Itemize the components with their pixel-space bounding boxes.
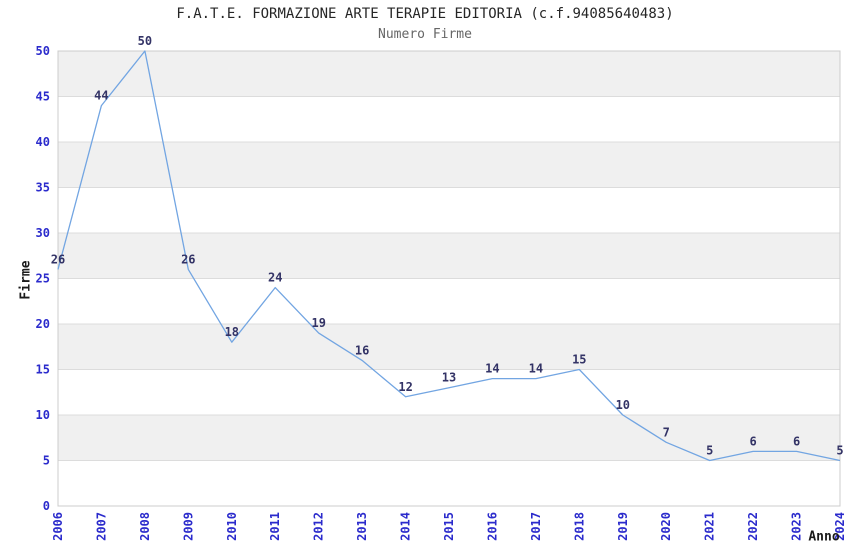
x-tick-label: 2021 bbox=[703, 512, 717, 541]
value-label: 6 bbox=[793, 434, 800, 448]
value-label: 18 bbox=[225, 325, 239, 339]
x-tick-label: 2010 bbox=[225, 512, 239, 541]
y-tick-label: 45 bbox=[36, 90, 50, 104]
value-label: 5 bbox=[706, 444, 713, 458]
value-label: 14 bbox=[529, 362, 543, 376]
y-tick-label: 25 bbox=[36, 272, 50, 286]
y-tick-label: 0 bbox=[43, 499, 50, 513]
x-tick-label: 2007 bbox=[94, 512, 108, 541]
y-tick-label: 5 bbox=[43, 454, 50, 468]
y-tick-label: 20 bbox=[36, 317, 50, 331]
value-label: 13 bbox=[442, 371, 456, 385]
y-tick-label: 35 bbox=[36, 181, 50, 195]
x-tick-label: 2009 bbox=[181, 512, 195, 541]
value-label: 10 bbox=[616, 398, 630, 412]
value-label: 14 bbox=[485, 362, 499, 376]
value-label: 26 bbox=[51, 252, 65, 266]
band bbox=[58, 324, 840, 370]
x-tick-label: 2006 bbox=[51, 512, 65, 541]
value-label: 12 bbox=[398, 380, 412, 394]
x-tick-label: 2018 bbox=[572, 512, 586, 541]
x-axis-title: Anno bbox=[808, 529, 840, 545]
band bbox=[58, 142, 840, 188]
x-tick-label: 2008 bbox=[138, 512, 152, 541]
chart-title: F.A.T.E. FORMAZIONE ARTE TERAPIE EDITORI… bbox=[176, 6, 674, 22]
value-label: 7 bbox=[663, 425, 670, 439]
y-tick-label: 15 bbox=[36, 363, 50, 377]
y-tick-label: 40 bbox=[36, 135, 50, 149]
value-label: 44 bbox=[94, 89, 108, 103]
x-tick-label: 2017 bbox=[529, 512, 543, 541]
value-label: 6 bbox=[749, 434, 756, 448]
plot-border bbox=[57, 50, 841, 507]
band bbox=[58, 233, 840, 279]
value-label: 26 bbox=[181, 252, 195, 266]
x-tick-label: 2013 bbox=[355, 512, 369, 541]
value-label: 16 bbox=[355, 343, 369, 357]
band bbox=[58, 415, 840, 461]
x-tick-label: 2016 bbox=[485, 512, 499, 541]
x-tick-label: 2012 bbox=[312, 512, 326, 541]
value-label: 19 bbox=[311, 316, 325, 330]
value-label: 24 bbox=[268, 271, 282, 285]
y-tick-label: 30 bbox=[36, 226, 50, 240]
value-label: 5 bbox=[836, 444, 843, 458]
x-tick-label: 2015 bbox=[442, 512, 456, 541]
x-tick-label: 2020 bbox=[659, 512, 673, 541]
x-tick-label: 2011 bbox=[268, 512, 282, 541]
x-tick-label: 2024 bbox=[833, 512, 847, 541]
value-label: 50 bbox=[138, 34, 152, 48]
y-tick-label: 50 bbox=[36, 44, 50, 58]
x-tick-label: 2022 bbox=[746, 512, 760, 541]
x-tick-label: 2023 bbox=[790, 512, 804, 541]
x-tick-label: 2019 bbox=[616, 512, 630, 541]
chart-subtitle: Numero Firme bbox=[378, 27, 472, 42]
band bbox=[58, 51, 840, 97]
value-label: 15 bbox=[572, 353, 586, 367]
series-line bbox=[57, 50, 841, 462]
y-tick-label: 10 bbox=[36, 408, 50, 422]
x-tick-label: 2014 bbox=[399, 512, 413, 541]
